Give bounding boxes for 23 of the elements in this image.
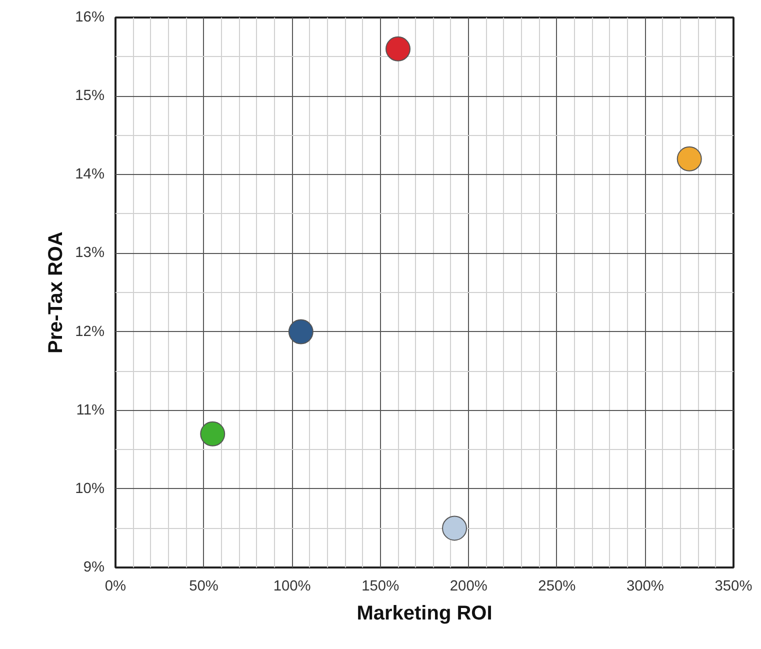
x-axis-title: Marketing ROI	[356, 602, 492, 624]
y-tick-label: 15%	[75, 88, 105, 104]
y-tick-label: 12%	[75, 324, 105, 340]
y-tick-label: 16%	[75, 10, 105, 26]
point	[386, 36, 411, 62]
x-tick-label: 200%	[450, 578, 488, 594]
point	[200, 421, 226, 446]
point	[288, 319, 314, 344]
x-tick-label: 150%	[362, 578, 400, 594]
x-tick-label: 0%	[104, 578, 126, 594]
y-tick-label: 14%	[75, 166, 105, 183]
point	[676, 146, 702, 172]
x-tick-label: 100%	[273, 578, 311, 594]
point	[442, 516, 468, 541]
y-axis-title: Pre-Tax ROA	[45, 232, 68, 354]
y-tick-label: 10%	[75, 480, 105, 497]
x-tick-label: 250%	[538, 578, 576, 594]
x-tick-label: 50%	[189, 578, 218, 594]
y-tick-label: 13%	[75, 245, 105, 262]
x-tick-label: 350%	[714, 578, 752, 594]
y-tick-label: 11%	[76, 402, 105, 418]
x-tick-label: 300%	[626, 578, 664, 594]
y-tick-label: 9%	[83, 560, 105, 576]
